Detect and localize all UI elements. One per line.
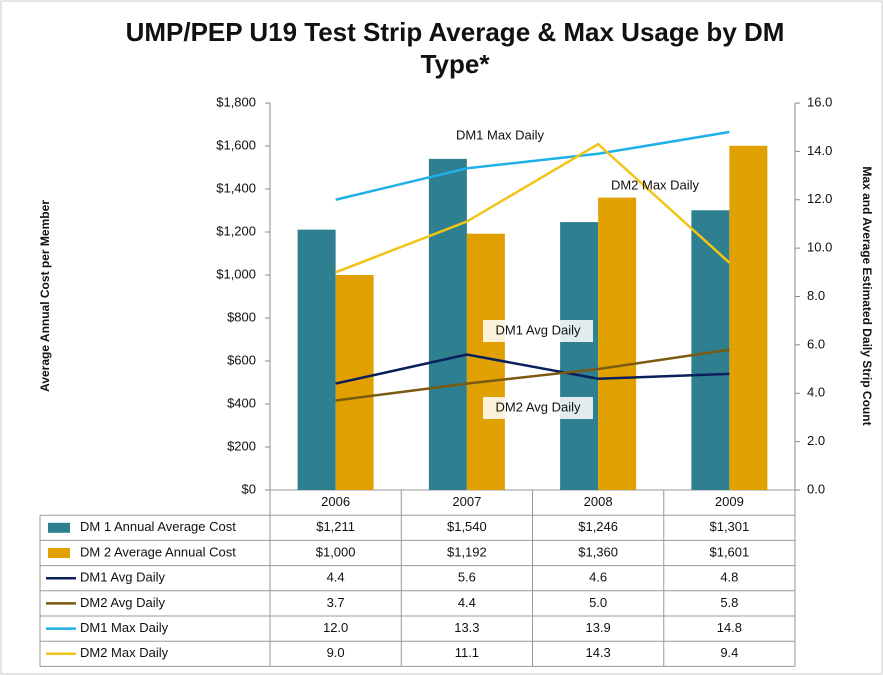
legend-label: DM2 Max Daily [80,645,169,660]
table-value: 3.7 [327,595,345,610]
table-value: 14.8 [717,620,742,635]
table-value: 9.0 [327,645,345,660]
y-tick-label: $800 [227,309,256,324]
y-tick-label: $400 [227,395,256,410]
label-box [483,320,593,342]
y2-axis-label: Max and Average Estimated Daily Strip Co… [860,166,874,425]
table-value: 4.6 [589,570,607,585]
line [335,353,730,385]
bar [598,197,637,490]
table-value: 5.6 [458,570,476,585]
bar [729,145,768,490]
table-value: $1,211 [316,519,355,534]
table-value: 12.0 [323,620,348,635]
y-tick-label: $200 [227,438,256,453]
y2-tick-label: 4.0 [807,385,825,400]
line-label: DM2 Avg Daily [495,399,581,414]
table-value: 11.1 [455,645,479,660]
y2-tick-label: 6.0 [807,336,825,351]
table-value: $1,540 [447,519,487,534]
y-tick-label: $1,200 [216,223,256,238]
table-value: 13.9 [585,620,610,635]
line [335,348,730,402]
table-value: $1,192 [447,544,487,559]
x-tick-label: 2008 [584,494,613,509]
x-tick-label: 2007 [452,494,481,509]
table-value: 9.4 [720,645,738,660]
y2-tick-label: 10.0 [807,240,832,255]
legend-label: DM 1 Annual Average Cost [80,519,236,534]
x-tick-label: 2006 [321,494,350,509]
line [335,142,731,274]
line [335,130,730,201]
table-value: $1,601 [709,544,749,559]
table-value: $1,301 [709,519,749,534]
y-tick-label: $1,000 [216,266,256,281]
table-value: 14.3 [585,645,610,660]
legend-label: DM1 Max Daily [80,620,169,635]
y-tick-label: $1,800 [216,94,256,109]
line-label: DM1 Max Daily [456,127,545,142]
table-value: 4.8 [720,570,738,585]
table-value: $1,246 [578,519,618,534]
chart-title: UMP/PEP U19 Test Strip Average & Max Usa… [125,17,785,79]
y-tick-label: $600 [227,352,256,367]
y2-tick-label: 8.0 [807,288,825,303]
legend-swatch [48,548,70,558]
y2-tick-label: 16.0 [807,94,832,109]
line-label: DM1 Avg Daily [495,322,581,337]
y2-tick-label: 2.0 [807,433,825,448]
x-tick-label: 2009 [715,494,744,509]
legend-label: DM 2 Average Annual Cost [80,544,236,559]
y-tick-label: $0 [242,481,256,496]
table-value: $1,360 [578,544,618,559]
table-value: 5.0 [589,595,607,610]
legend-swatch [48,522,70,533]
y2-tick-label: 14.0 [807,143,832,158]
y-axis-label: Average Annual Cost per Member [38,200,52,392]
bar [466,233,505,490]
y2-tick-label: 12.0 [807,191,832,206]
table-value: 5.8 [720,595,738,610]
bar [297,229,336,490]
line-label: DM2 Max Daily [611,177,700,192]
table-value: 13.3 [454,620,479,635]
legend-label: DM1 Avg Daily [80,570,166,585]
bar [428,158,467,490]
label-box [483,397,593,419]
table-value: $1,000 [316,544,356,559]
bar [560,222,599,491]
y-tick-label: $1,400 [216,180,256,195]
legend-label: DM2 Avg Daily [80,595,166,610]
table-value: 4.4 [327,570,345,585]
table-value: 4.4 [458,595,476,610]
y2-tick-label: 0.0 [807,481,825,496]
y-tick-label: $1,600 [216,137,256,152]
